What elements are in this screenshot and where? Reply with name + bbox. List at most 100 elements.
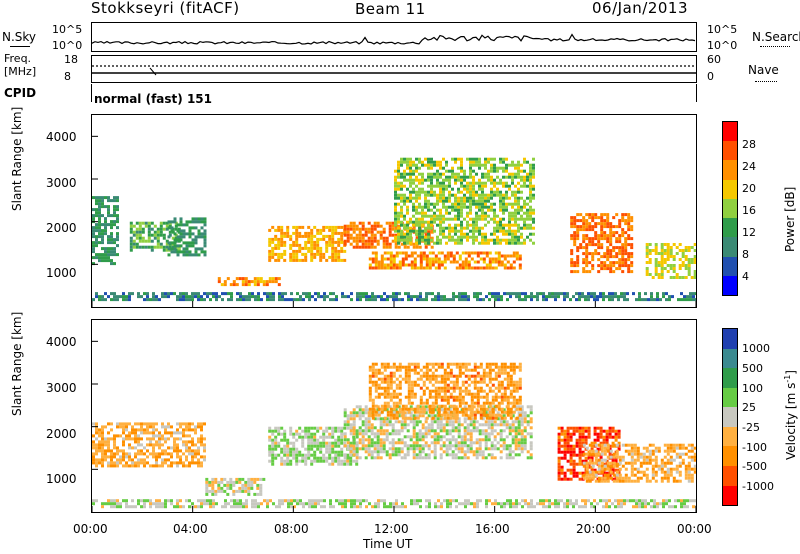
heatmap-cell: [603, 464, 607, 468]
heatmap-cell: [274, 277, 278, 281]
heatmap-cell: [431, 260, 435, 264]
heatmap-cell: [419, 266, 423, 270]
heatmap-cell: [98, 446, 101, 450]
heatmap-cell: [502, 217, 505, 221]
noise-left-legend: [10, 46, 30, 47]
heatmap-cell: [424, 235, 427, 239]
heatmap-cell: [645, 270, 649, 273]
heatmap-cell: [101, 229, 104, 233]
heatmap-cell: [389, 254, 393, 258]
heatmap-cell: [403, 199, 406, 203]
heatmap-cell: [427, 453, 431, 457]
heatmap-cell: [376, 450, 380, 454]
heatmap-cell: [484, 163, 487, 167]
heatmap-cell: [645, 467, 649, 471]
heatmap-cell: [457, 166, 460, 170]
heatmap-cell: [125, 295, 128, 299]
heatmap-cell: [92, 443, 95, 447]
heatmap-cell: [463, 217, 466, 221]
heatmap-cell: [167, 247, 171, 251]
heatmap-cell: [582, 461, 586, 465]
heatmap-cell: [490, 456, 494, 460]
heatmap-cell: [185, 247, 189, 251]
heatmap-cell: [368, 398, 372, 402]
heatmap-cell: [286, 441, 290, 445]
heatmap-cell: [557, 435, 561, 439]
heatmap-cell: [433, 172, 436, 176]
heatmap-cell: [394, 202, 397, 206]
heatmap-cell: [585, 467, 589, 471]
heatmap-cell: [188, 446, 191, 450]
heatmap-cell: [687, 470, 691, 474]
heatmap-cell: [437, 298, 440, 302]
heatmap-cell: [167, 431, 170, 435]
heatmap-cell: [268, 450, 272, 454]
heatmap-cell: [557, 459, 561, 463]
heatmap-cell: [141, 245, 145, 249]
heatmap-cell: [443, 266, 447, 270]
heatmap-cell: [110, 253, 113, 257]
heatmap-cell: [582, 267, 586, 271]
heatmap-cell: [491, 292, 494, 296]
heatmap-cell: [162, 233, 166, 237]
heatmap-cell: [475, 453, 479, 457]
heatmap-cell: [627, 452, 631, 456]
heatmap-cell: [430, 220, 433, 224]
heatmap-cell: [511, 223, 514, 227]
heatmap-cell: [606, 446, 610, 450]
heatmap-cell: [461, 292, 464, 296]
heatmap-cell: [475, 214, 478, 218]
heatmap-cell: [310, 252, 314, 256]
heatmap-cell: [520, 178, 523, 182]
heatmap-cell: [232, 492, 236, 496]
heatmap-cell: [693, 455, 696, 459]
heatmap-cell: [499, 190, 502, 194]
heatmap-cell: [570, 219, 574, 223]
heatmap-cell: [621, 219, 625, 223]
heatmap-cell: [684, 276, 688, 279]
heatmap-cell: [520, 447, 524, 451]
freq-label-2: [MHz]: [4, 65, 37, 78]
heatmap-cell: [430, 217, 433, 221]
heatmap-cell: [116, 434, 119, 438]
heatmap-cell: [611, 468, 615, 472]
heatmap-cell: [412, 453, 416, 457]
heatmap-cell: [185, 244, 189, 248]
heatmap-cell: [442, 193, 445, 197]
heatmap-cell: [403, 184, 406, 188]
heatmap-cell: [346, 230, 350, 234]
heatmap-cell: [597, 243, 601, 247]
heatmap-cell: [119, 422, 122, 426]
heatmap-cell: [268, 426, 272, 430]
heatmap-cell: [488, 263, 492, 267]
heatmap-cell: [478, 157, 481, 161]
heatmap-cell: [277, 237, 281, 241]
heatmap-cell: [669, 443, 673, 447]
heatmap-cell: [361, 224, 365, 228]
heatmap-cell: [235, 477, 239, 481]
heatmap-cell: [514, 190, 517, 194]
heatmap-cell: [398, 260, 402, 264]
heatmap-cell: [624, 231, 628, 235]
heatmap-cell: [110, 226, 113, 230]
heatmap-cell: [587, 292, 590, 296]
heatmap-cell: [675, 246, 679, 249]
heatmap-cell: [116, 217, 119, 221]
heatmap-cell: [280, 228, 284, 232]
heatmap-cell: [469, 190, 472, 194]
heatmap-cell: [313, 435, 317, 439]
heatmap-cell: [296, 292, 299, 296]
heatmap-cell: [451, 438, 455, 442]
heatmap-cell: [386, 365, 390, 369]
heatmap-cell: [132, 230, 136, 234]
heatmap-cell: [436, 438, 440, 442]
heatmap-cell: [419, 401, 423, 405]
heatmap-cell: [289, 462, 293, 466]
heatmap-cell: [170, 464, 173, 468]
heatmap-cell: [599, 432, 603, 436]
heatmap-cell: [436, 235, 439, 239]
heatmap-cell: [666, 243, 670, 246]
heatmap-cell: [316, 429, 320, 433]
heatmap-cell: [128, 458, 131, 462]
heatmap-cell: [101, 461, 104, 465]
